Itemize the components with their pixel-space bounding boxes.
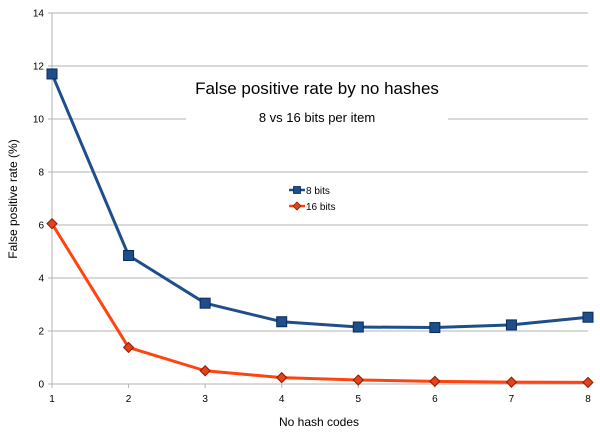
data-point-8-bits — [276, 316, 288, 328]
data-point-8-bits — [123, 249, 135, 261]
data-point-8-bits — [46, 68, 58, 80]
x-tick-label: 2 — [126, 394, 132, 405]
data-point-8-bits — [429, 322, 441, 334]
series-line-8-bits — [50, 72, 590, 330]
data-point-16-bits — [429, 375, 441, 388]
x-axis-title: No hash codes — [279, 415, 359, 429]
x-tick-label: 1 — [49, 394, 55, 405]
data-point-8-bits — [505, 319, 517, 331]
title-background — [186, 72, 448, 130]
legend-label-16-bits: 16 bits — [306, 202, 335, 213]
chart-title: False positive rate by no hashes — [195, 79, 439, 98]
data-point-8-bits — [582, 311, 594, 323]
data-point-16-bits — [276, 371, 288, 384]
chart-subtitle: 8 vs 16 bits per item — [259, 110, 375, 125]
data-point-16-bits — [505, 376, 518, 388]
y-tick-label: 6 — [38, 221, 44, 232]
legend-label-8-bits: 8 bits — [306, 186, 330, 197]
x-tick-label: 6 — [432, 394, 438, 405]
x-tick-label: 8 — [585, 394, 591, 405]
legend: 8 bits 16 bits — [284, 182, 356, 214]
legend-marker-16-bits — [292, 201, 302, 211]
data-point-16-bits — [46, 217, 58, 230]
y-tick-label: 0 — [38, 380, 44, 391]
data-point-16-bits — [199, 365, 211, 377]
legend-marker-8-bits — [293, 186, 301, 194]
grid-layer — [52, 12, 588, 332]
x-tick-label: 7 — [509, 394, 515, 405]
data-point-8-bits — [199, 297, 211, 309]
y-axis-title: False positive rate (%) — [6, 139, 20, 258]
y-tick-label: 8 — [38, 168, 44, 179]
data-point-16-bits — [122, 341, 135, 354]
x-tick-label: 4 — [279, 394, 285, 405]
x-tick-label: 5 — [356, 394, 362, 405]
y-tick-label: 2 — [38, 327, 44, 338]
data-point-16-bits — [352, 374, 364, 386]
x-tick-label: 3 — [202, 394, 208, 405]
y-tick-label: 10 — [33, 115, 45, 126]
y-tick-label: 12 — [33, 62, 45, 73]
data-point-8-bits — [352, 321, 364, 333]
y-tick-label: 4 — [38, 274, 44, 285]
y-tick-label: 14 — [33, 9, 45, 20]
series-layer — [46, 68, 594, 389]
data-point-16-bits — [582, 376, 594, 389]
series-line-16-bits — [50, 222, 590, 384]
